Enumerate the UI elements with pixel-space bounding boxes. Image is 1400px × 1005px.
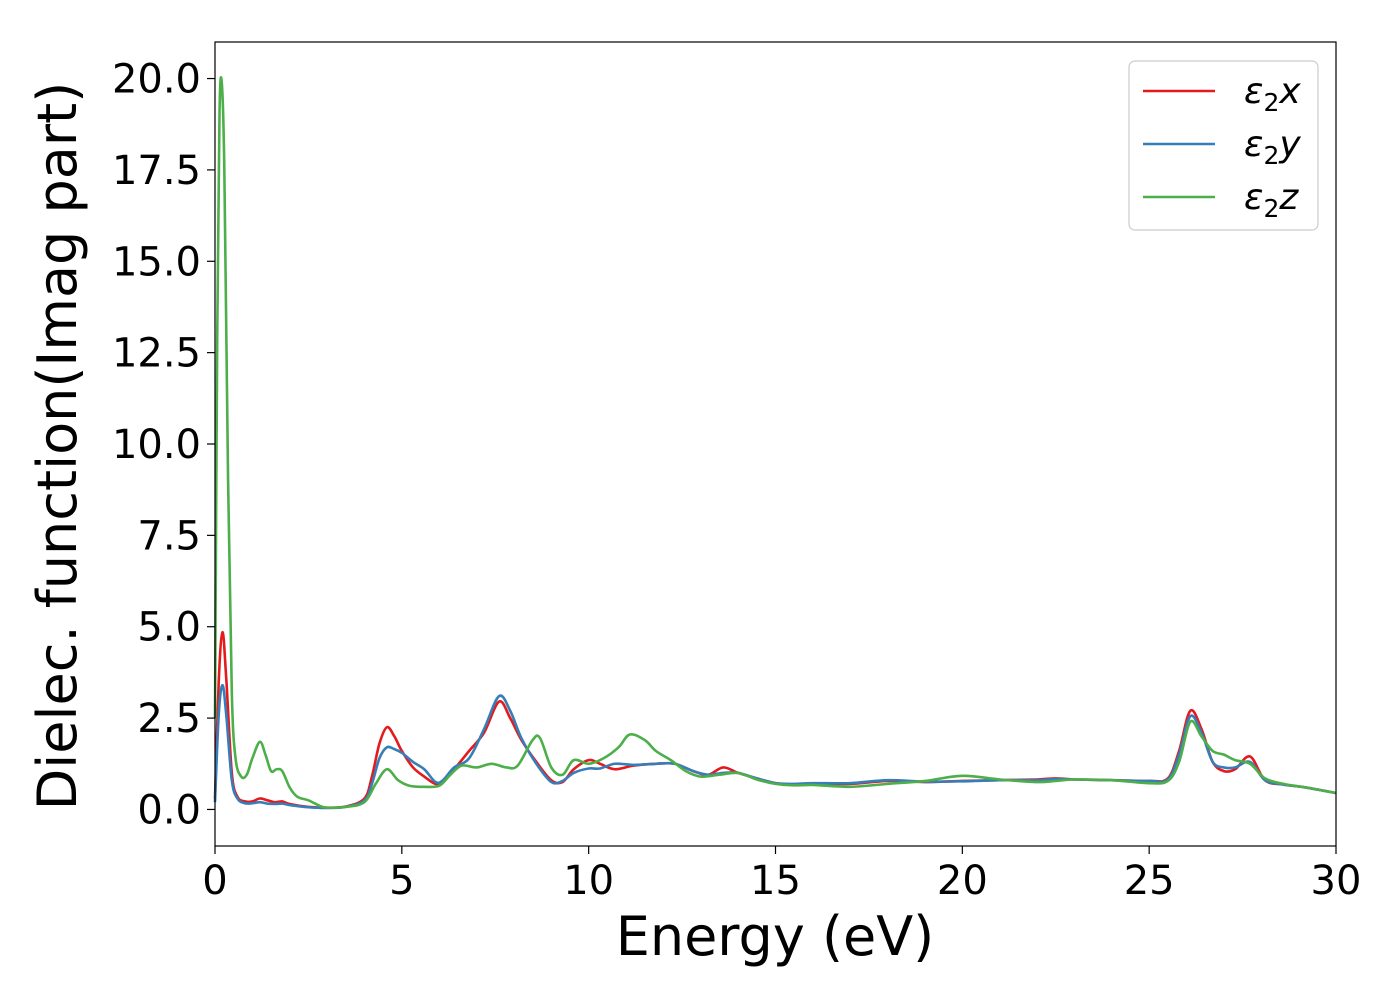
legend: ε2x ε2y ε2z xyxy=(1128,60,1319,231)
x-tick-label: 10 xyxy=(563,858,614,904)
y-tick-label: 17.5 xyxy=(112,148,201,194)
legend-entries: ε2x ε2y ε2z xyxy=(1143,71,1301,223)
x-tick-label: 15 xyxy=(750,858,801,904)
x-axis-title: Energy (eV) xyxy=(616,905,935,968)
y-tick-label: 0.0 xyxy=(137,787,201,833)
x-tick-label: 25 xyxy=(1124,858,1175,904)
x-tick-label: 20 xyxy=(937,858,988,904)
x-tick-label: 0 xyxy=(202,858,227,904)
legend-label-x: ε2x xyxy=(1244,71,1301,117)
legend-label-z: ε2z xyxy=(1244,177,1299,223)
x-tick-label: 5 xyxy=(389,858,414,904)
y-tick-label: 7.5 xyxy=(137,513,201,559)
y-tick-label: 20.0 xyxy=(112,57,201,103)
x-tick-label: 30 xyxy=(1311,858,1362,904)
legend-label-y: ε2y xyxy=(1244,124,1301,170)
y-tick-label: 15.0 xyxy=(112,239,201,285)
y-axis-title: Dielec. function(Imag part) xyxy=(26,82,89,811)
series-line-z xyxy=(213,76,1337,810)
series-layer xyxy=(213,76,1337,810)
x-axis-ticks: 0 5 10 15 20 25 30 xyxy=(202,846,1361,904)
y-tick-label: 2.5 xyxy=(137,696,201,742)
y-tick-label: 10.0 xyxy=(112,422,201,468)
series-line-y xyxy=(213,683,1337,810)
y-tick-label: 12.5 xyxy=(112,331,201,377)
y-tick-label: 5.0 xyxy=(137,605,201,651)
legend-box xyxy=(1128,60,1319,231)
y-axis-ticks: 0.0 2.5 5.0 7.5 10.0 12.5 15.0 17.5 20.0 xyxy=(112,57,215,833)
